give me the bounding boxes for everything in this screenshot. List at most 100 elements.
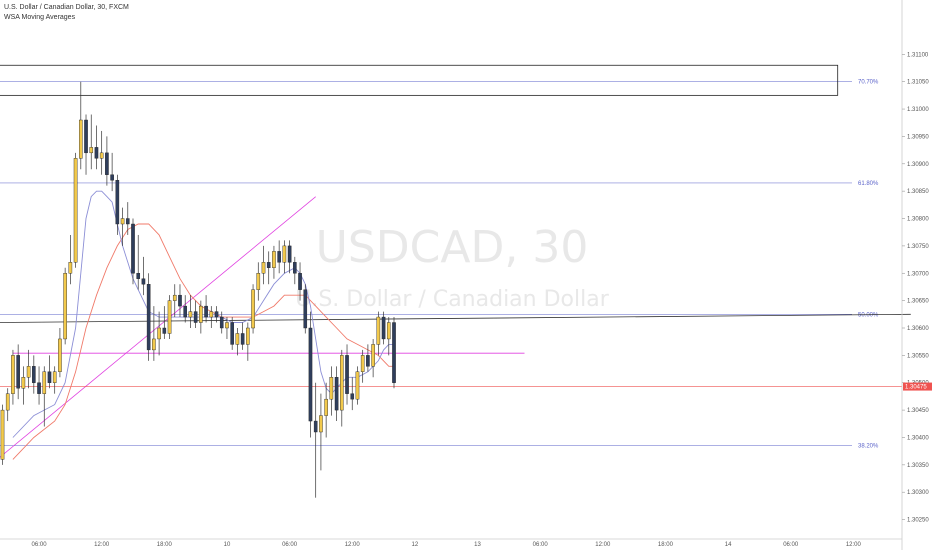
last-price-tag	[903, 382, 932, 391]
candle-body	[272, 251, 276, 268]
candle	[84, 114, 88, 175]
candle-body	[52, 371, 57, 383]
time-tick-label: 14	[725, 542, 732, 548]
candle-body	[68, 262, 73, 274]
fib-level-label: 38.20%	[858, 444, 879, 450]
candle	[371, 338, 375, 378]
candle	[32, 355, 36, 394]
time-tick-label: 06:00	[32, 542, 48, 548]
candle-body	[381, 316, 386, 340]
candle-body	[209, 311, 214, 318]
candle-body	[115, 180, 120, 225]
candle-body	[167, 300, 172, 334]
candle-body	[21, 377, 26, 389]
candle	[172, 284, 177, 318]
candle-body	[199, 305, 203, 323]
candle-body	[319, 415, 323, 433]
candle-body	[120, 218, 125, 225]
time-axis[interactable]: 06:00 12:00 18:00 10 06:00 12:00 12 13 06:00 12:0…	[0, 538, 902, 548]
candle-body	[5, 393, 10, 411]
candle-body	[125, 218, 130, 225]
candle-body	[172, 294, 177, 301]
candle	[162, 306, 167, 339]
candle	[188, 295, 193, 328]
candles	[0, 81, 396, 498]
candle	[0, 404, 5, 465]
candle	[16, 344, 20, 400]
fib-level-label: 70.70%	[858, 80, 879, 86]
candle	[266, 251, 271, 285]
candle	[376, 311, 381, 356]
candle-body	[0, 409, 5, 460]
drawing-lines[interactable]	[0, 196, 911, 460]
price-tick-label: 1.30900	[907, 162, 929, 168]
candle-body	[11, 355, 15, 394]
candle	[11, 349, 15, 405]
zone-rectangle	[0, 64, 839, 96]
price-tick-label: 1.30950	[907, 134, 929, 140]
candle-body	[178, 294, 182, 307]
candle	[219, 311, 224, 334]
candle	[298, 262, 302, 301]
candle-body	[329, 377, 334, 400]
candle	[366, 344, 370, 372]
candle-body	[298, 273, 302, 290]
candle-body	[105, 152, 109, 175]
candle	[73, 152, 78, 268]
candle	[26, 349, 31, 389]
candle-body	[193, 311, 198, 323]
candle	[110, 152, 114, 192]
candle-body	[219, 316, 224, 329]
candle	[246, 322, 250, 361]
candle	[47, 355, 52, 389]
candle-body	[240, 333, 245, 345]
candle	[319, 393, 323, 471]
candle-body	[266, 262, 271, 268]
candle	[313, 382, 318, 498]
time-tick-label: 12:00	[94, 542, 110, 548]
fib-levels: 70.70% 61.80% 50.00% 38.20%	[0, 80, 879, 450]
candle-body	[146, 284, 151, 351]
candle-body	[99, 152, 104, 159]
candle	[146, 273, 151, 361]
candle	[329, 366, 334, 416]
candle	[21, 366, 26, 405]
rectangle-zone[interactable]	[0, 64, 839, 96]
candle-body	[282, 245, 287, 263]
candle	[99, 130, 104, 175]
price-tick-label: 1.30800	[907, 217, 929, 223]
candle-body	[84, 119, 88, 154]
candle-body	[256, 273, 261, 290]
fib-level-label: 50.00%	[858, 312, 879, 318]
price-tick-label: 1.31050	[907, 80, 929, 86]
candle-body	[287, 245, 292, 263]
candle-body	[152, 338, 156, 351]
candle-body	[188, 311, 193, 318]
candle	[256, 262, 261, 301]
candle	[58, 328, 62, 378]
candle	[199, 300, 203, 334]
candle-body	[42, 371, 47, 394]
candle	[193, 300, 198, 328]
candle-body	[230, 322, 234, 345]
candle	[386, 317, 391, 356]
price-tick-label: 1.30350	[907, 463, 929, 469]
candle-body	[334, 377, 339, 411]
candle	[125, 202, 130, 235]
candle	[308, 311, 313, 438]
watermark-name: U.S. Dollar / Canadian Dollar	[295, 287, 609, 312]
price-tick-label: 1.31000	[907, 107, 929, 113]
candle-body	[73, 158, 78, 263]
candle	[89, 114, 94, 170]
time-tick-label: 12:00	[595, 542, 611, 548]
time-tick-label: 18:00	[157, 542, 173, 548]
candle-body	[308, 327, 313, 422]
price-axis[interactable]: 1.31100 1.31050 1.31000 1.30950 1.30900 1.308…	[901, 0, 932, 550]
candle-body	[32, 366, 36, 383]
candle-body	[16, 355, 20, 389]
candle-body	[303, 289, 308, 329]
candle-body	[136, 273, 141, 279]
price-tick-label: 1.30700	[907, 271, 929, 277]
candle	[240, 322, 245, 350]
